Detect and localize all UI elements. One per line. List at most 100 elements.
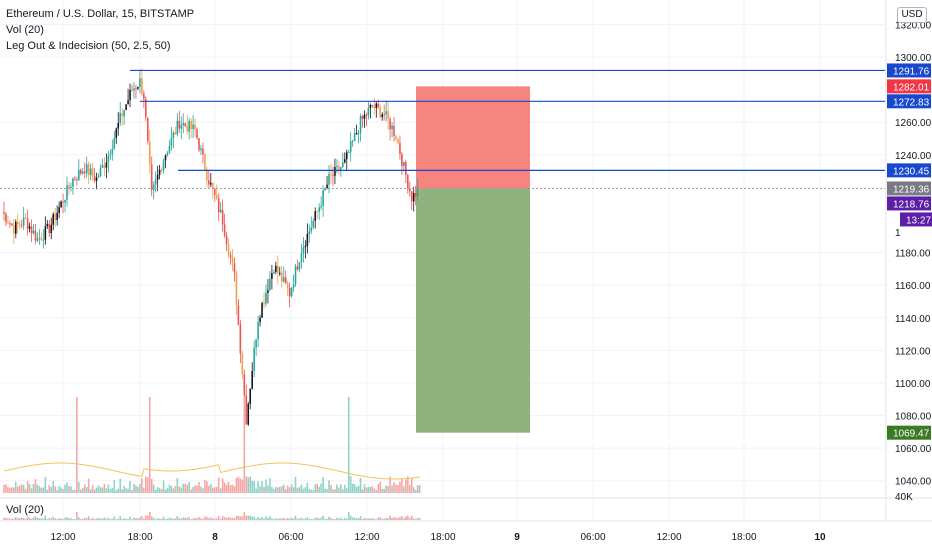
volume-bar <box>7 487 9 493</box>
vol-pane-bar <box>192 518 194 520</box>
volume-bar <box>3 484 5 493</box>
currency-selector[interactable]: USD <box>897 7 927 23</box>
vol-pane-bar <box>292 518 295 520</box>
take-profit-zone[interactable] <box>416 188 530 433</box>
leg-out-indicator-label[interactable]: Leg Out & Indecision (50, 2.5, 50) <box>6 40 171 52</box>
price-axis-tick: 1160.00 <box>895 281 931 292</box>
candle-body <box>310 227 313 232</box>
vol-pane-bar <box>273 518 275 520</box>
vol-pane-bar <box>328 516 330 520</box>
volume-bar <box>330 484 332 493</box>
vol-pane-bar <box>30 518 33 520</box>
vol-pane-bar <box>81 518 84 520</box>
volume-bar <box>304 487 307 493</box>
vol-pane-bar <box>50 518 53 520</box>
candle-body <box>290 287 293 297</box>
volume-bar <box>306 482 309 493</box>
volume-bar <box>95 487 98 493</box>
price-label-gray[interactable] <box>887 181 931 196</box>
volume-bar <box>13 487 15 493</box>
vol-pane-bar <box>418 517 421 520</box>
candle-body <box>410 191 413 202</box>
volume-bar <box>355 486 358 493</box>
vol-pane-bar <box>338 518 340 520</box>
candle-body <box>30 226 33 234</box>
price-label-purple[interactable] <box>887 196 931 211</box>
volume-bar <box>383 488 385 493</box>
candle-body <box>308 231 311 234</box>
volume-axis-tick: 40K <box>895 492 913 503</box>
vol-pane-bar <box>389 515 391 520</box>
vol-pane-bar <box>330 517 332 520</box>
candle-body <box>251 370 253 389</box>
volume-bar <box>164 489 167 493</box>
vol-pane-bar <box>80 519 82 520</box>
volume-bar <box>162 480 165 493</box>
candle-body <box>36 238 39 241</box>
symbol-title[interactable]: Ethereum / U.S. Dollar, 15, BITSTAMP <box>6 8 195 20</box>
vol-pane-bar <box>78 517 80 520</box>
volume-bar <box>288 487 291 493</box>
vol-pane-bar <box>375 519 378 520</box>
volume-bar <box>219 488 222 493</box>
price-label-purple[interactable] <box>900 212 932 227</box>
volume-bar <box>184 483 187 493</box>
candle-body <box>87 164 90 176</box>
vol-pane-bar <box>46 519 49 520</box>
volume-bar <box>255 488 257 493</box>
candle-body <box>261 303 263 318</box>
candle-body <box>70 186 72 189</box>
vol-pane-bar <box>217 515 220 520</box>
vol-pane-bar <box>379 517 382 520</box>
candle-body <box>190 120 192 129</box>
candle-body <box>93 175 96 181</box>
price-label-blue[interactable] <box>887 163 931 178</box>
volume-bar <box>269 478 271 493</box>
candle-body <box>385 111 387 115</box>
candle-body <box>223 224 226 236</box>
vol-indicator-label[interactable]: Vol (20) <box>6 24 44 36</box>
candle-body <box>391 125 393 130</box>
price-label-blue[interactable] <box>887 94 931 109</box>
price-label-blue[interactable] <box>887 63 931 78</box>
vol-pane-bar <box>188 517 190 520</box>
volume-bar <box>24 489 27 493</box>
volume-bar <box>74 489 76 493</box>
vol-pane-bar <box>269 516 271 520</box>
price-label-red[interactable] <box>887 79 931 94</box>
candle-body <box>318 207 320 212</box>
vol-pane-bar <box>36 517 39 520</box>
candle-body <box>312 220 315 228</box>
candle-body <box>286 283 289 289</box>
vol-pane-bar <box>261 516 263 520</box>
stop-loss-zone[interactable] <box>416 86 530 189</box>
volume-bar <box>76 397 78 493</box>
time-axis-tick: 9 <box>514 532 520 543</box>
vol-pane-bar <box>296 518 299 520</box>
volume-bar <box>18 485 21 493</box>
candle-body <box>381 114 384 118</box>
vol-pane-bar <box>3 517 5 520</box>
volume-bar <box>357 486 360 493</box>
candle-body <box>133 88 135 91</box>
vol-pane-bar <box>119 516 121 520</box>
candle-body <box>257 322 259 340</box>
vol-pane-bar <box>107 517 110 520</box>
candle-body <box>26 217 29 229</box>
volume-bar <box>353 484 356 493</box>
vol-pane-bar <box>259 518 261 520</box>
price-label-green[interactable] <box>887 425 931 440</box>
volume-bar <box>168 484 171 493</box>
volume-bar <box>308 488 311 493</box>
vol-pane-bar <box>245 515 248 520</box>
vol-pane-bar <box>208 518 210 520</box>
time-axis-tick: 06:00 <box>580 532 605 543</box>
volume-bar <box>186 485 188 493</box>
vol-pane-bar <box>143 518 145 520</box>
volume-bar <box>44 476 47 493</box>
candle-body <box>369 104 372 109</box>
candle-body <box>278 272 281 274</box>
vol-pane-label[interactable]: Vol (20) <box>6 504 44 516</box>
